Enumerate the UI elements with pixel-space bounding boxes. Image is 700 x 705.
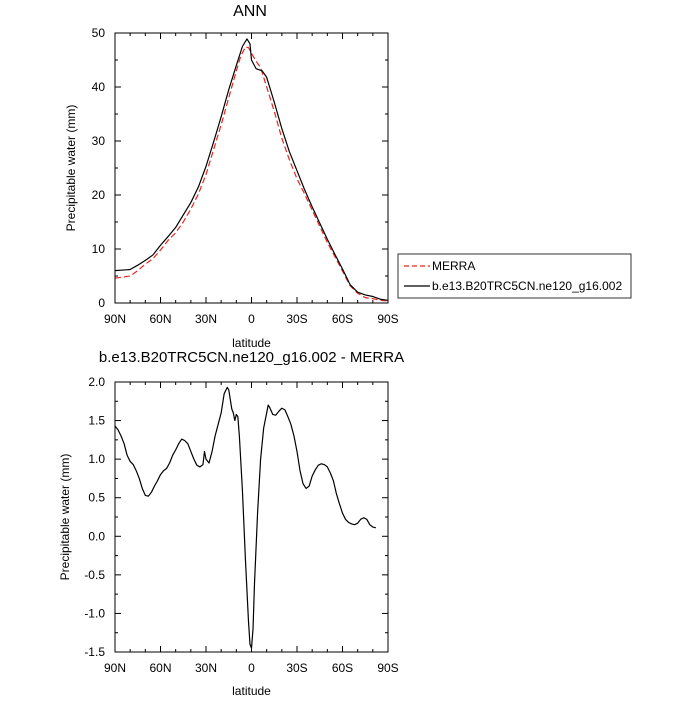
top-ytick-label: 30: [92, 134, 106, 148]
top-xtick-label: 90S: [377, 312, 398, 326]
bottom-ytick-label: 1.5: [88, 414, 105, 428]
bottom-plot-frame: [114, 381, 389, 653]
legend-label-model: b.e13.B20TRC5CN.ne120_g16.002: [432, 279, 622, 293]
bottom-ytick-label: 0.0: [88, 529, 105, 543]
top-series-model-line: [114, 38, 389, 301]
legend-box: [397, 253, 632, 299]
top-ytick-label: 10: [92, 242, 106, 256]
bottom-xtick-label: 60N: [149, 661, 171, 675]
top-ytick-label: 20: [92, 188, 106, 202]
bottom-ytick-label: -0.5: [84, 568, 105, 582]
top-xlabel: latitude: [232, 336, 271, 350]
bottom-xtick-label: 30S: [286, 661, 307, 675]
bottom-xlabel: latitude: [232, 684, 271, 698]
bottom-xtick-label: 90N: [104, 661, 126, 675]
top-series-merra-line: [114, 46, 389, 302]
top-xtick-label: 30N: [195, 312, 217, 326]
top-xtick-label: 60N: [149, 312, 171, 326]
top-panel: ANN 90N 60N 30N 0 30S 60S 90S 0 10 20 30 40 50 latit…: [64, 3, 632, 350]
bottom-ytick-label: 2.0: [88, 375, 105, 389]
bottom-series-model-line: [114, 386, 377, 649]
bottom-panel: b.e13.B20TRC5CN.ne120_g16.002 - MERRA 90…: [58, 349, 404, 698]
bottom-ytick-label: 1.0: [88, 452, 105, 466]
bottom-ytick-label: -1.0: [84, 606, 105, 620]
top-axes: 90N 60N 30N 0 30S 60S 90S 0 10 20 30 40 50: [92, 26, 399, 326]
top-xtick-label: 0: [248, 312, 255, 326]
bottom-xtick-label: 0: [248, 661, 255, 675]
bottom-xtick-label: 90S: [377, 661, 398, 675]
legend-label-merra: MERRA: [432, 259, 475, 273]
legend: MERRA b.e13.B20TRC5CN.ne120_g16.002: [397, 253, 632, 299]
bottom-xtick-label: 30N: [195, 661, 217, 675]
top-plot-frame: [114, 32, 389, 304]
bottom-xtick-label: 60S: [332, 661, 353, 675]
bottom-title: b.e13.B20TRC5CN.ne120_g16.002 - MERRA: [99, 349, 404, 366]
top-series-group: [114, 38, 389, 302]
bottom-ylabel: Precipitable water (mm): [58, 454, 72, 581]
bottom-axes: 90N 60N 30N 0 30S 60S 90S -1.5 -1.0 -0.5 0.0 0.5 1.0…: [84, 375, 398, 675]
top-xtick-label: 30S: [286, 312, 307, 326]
top-ytick-label: 0: [98, 296, 105, 310]
top-xtick-label: 60S: [332, 312, 353, 326]
bottom-ytick-label: -1.5: [84, 645, 105, 659]
bottom-ytick-label: 0.5: [88, 491, 105, 505]
top-ytick-label: 40: [92, 80, 106, 94]
top-title: ANN: [233, 3, 267, 20]
top-xtick-label: 90N: [104, 312, 126, 326]
top-ytick-label: 50: [92, 26, 106, 40]
top-ylabel: Precipitable water (mm): [64, 105, 78, 232]
bottom-series-group: [114, 386, 377, 649]
